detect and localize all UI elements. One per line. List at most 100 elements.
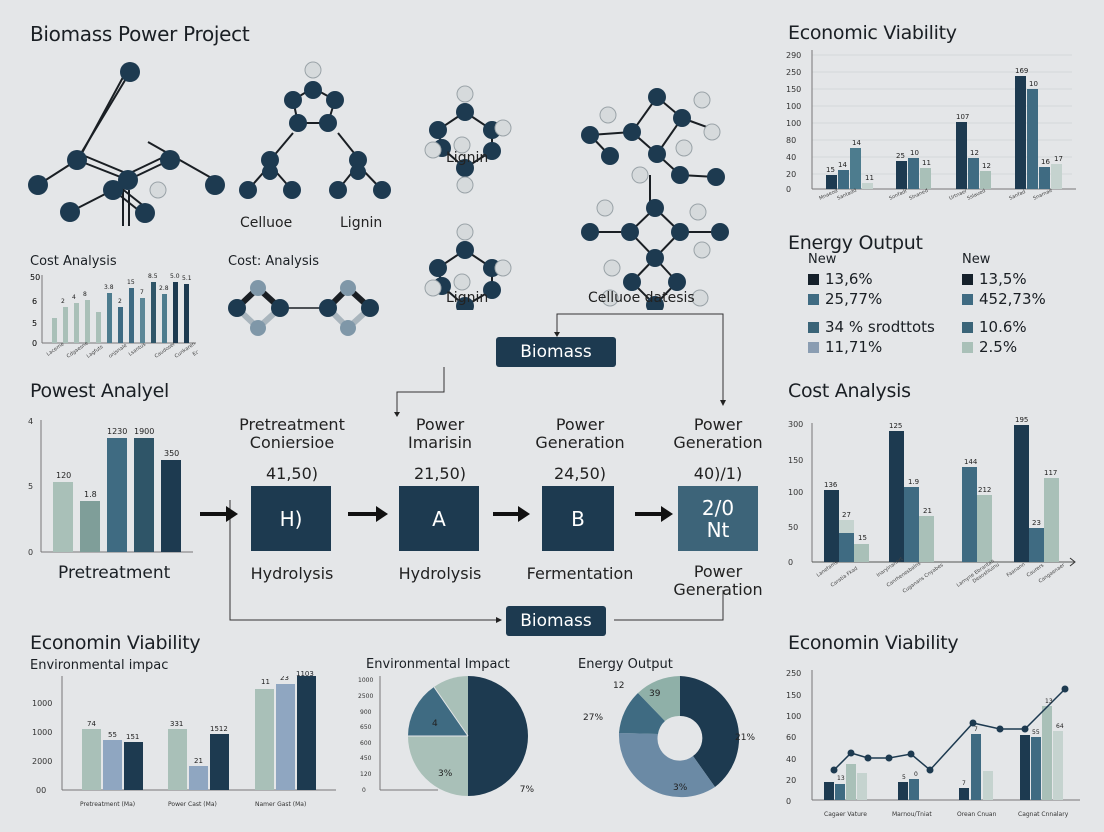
svg-text:Urtnaer: Urtnaer: [948, 188, 969, 200]
flow-connectors: [200, 313, 726, 623]
svg-text:55: 55: [108, 731, 117, 739]
svg-text:8: 8: [83, 291, 87, 298]
svg-text:117: 117: [1044, 469, 1057, 477]
svg-text:0: 0: [786, 185, 791, 194]
svg-text:14: 14: [852, 139, 861, 147]
stage-2-box[interactable]: A: [399, 486, 479, 551]
svg-text:331: 331: [170, 720, 183, 728]
svg-text:17: 17: [1054, 155, 1063, 163]
stage-2-process: Hydrolysis: [398, 564, 482, 583]
legend-item: 13,5%: [962, 269, 1102, 289]
cost-analysis-small-title: Cost Analysis: [30, 254, 117, 269]
biomass-top-node[interactable]: Biomass: [496, 337, 616, 367]
svg-text:120: 120: [56, 471, 71, 480]
svg-text:27: 27: [842, 511, 851, 519]
svg-text:151: 151: [126, 733, 139, 741]
page-title: Biomass Power Project: [30, 22, 250, 46]
svg-text:150: 150: [786, 691, 801, 700]
svg-text:12: 12: [613, 681, 624, 691]
environmental-impact-title: Environmental Impact: [366, 657, 510, 672]
svg-text:4: 4: [28, 417, 33, 426]
svg-text:300: 300: [788, 420, 803, 429]
svg-text:650: 650: [360, 724, 372, 731]
svg-text:136: 136: [824, 481, 838, 489]
legend-item: 10.6%: [962, 317, 1102, 337]
stage-3-box[interactable]: B: [542, 486, 614, 551]
svg-text:0: 0: [32, 339, 37, 348]
bar-label-1103: 1103: [296, 670, 314, 678]
svg-text:5: 5: [28, 482, 33, 491]
svg-text:7: 7: [974, 726, 978, 733]
stage-1-value: 41,50): [265, 464, 319, 483]
svg-text:350: 350: [164, 449, 179, 458]
powest-analyel-title: Powest Analyel: [30, 380, 169, 402]
svg-text:11: 11: [922, 159, 931, 167]
svg-text:0: 0: [788, 558, 793, 567]
svg-text:00: 00: [36, 786, 46, 795]
environmental-impact-pie: 1000 2500 900 650 600 450 120 0 4 3% 7%: [358, 676, 534, 796]
x-label: Cagaer Vature: [824, 811, 867, 818]
legend-header: New: [808, 252, 837, 267]
cost-analysis-chart: 300 150 100 50 0 136 27 15 125 1.9 21 144 212 195…: [788, 416, 1076, 595]
svg-text:900: 900: [360, 709, 372, 716]
svg-text:2: 2: [118, 298, 122, 305]
svg-text:Slnaned: Slnaned: [908, 188, 929, 200]
energy-legend-column-1: New 13,6% 25,77% 34 % srodttots 11,71%: [808, 252, 948, 357]
svg-text:60: 60: [786, 733, 796, 742]
svg-text:3%: 3%: [438, 769, 453, 779]
stage-4-value: 40)/1): [693, 464, 743, 483]
stage-4-box[interactable]: 2/0 Nt: [678, 486, 758, 551]
molecule-illustrations: [28, 61, 729, 310]
energy-output-donut-title: Energy Output: [578, 657, 673, 672]
svg-text:64: 64: [1056, 723, 1064, 730]
svg-text:Caratia Fkad: Caratia Fkad: [830, 566, 859, 589]
economin-viability-right-title: Economin Viability: [788, 632, 959, 654]
svg-text:2000: 2000: [32, 757, 52, 766]
svg-text:16: 16: [1041, 158, 1050, 166]
stage-1-box[interactable]: H): [251, 486, 331, 551]
svg-text:20: 20: [786, 776, 796, 785]
svg-text:5: 5: [902, 774, 906, 781]
svg-text:3.8: 3.8: [104, 284, 114, 291]
svg-text:150: 150: [788, 456, 803, 465]
svg-text:4: 4: [432, 719, 438, 729]
svg-text:250: 250: [786, 669, 801, 678]
svg-text:12: 12: [970, 149, 979, 157]
svg-text:Faanann: Faanann: [1006, 562, 1027, 579]
svg-text:107: 107: [956, 113, 969, 121]
svg-text:40: 40: [786, 755, 796, 764]
svg-text:74: 74: [87, 720, 96, 728]
svg-text:125: 125: [889, 422, 902, 430]
molecule-label-cellulose-datesis: Celluoe datesis: [588, 290, 695, 306]
svg-text:5: 5: [32, 319, 37, 328]
svg-text:1.9: 1.9: [908, 478, 919, 486]
svg-text:600: 600: [360, 740, 372, 747]
svg-text:Snamae: Snamae: [1032, 188, 1053, 200]
svg-text:100: 100: [786, 119, 801, 128]
svg-text:10: 10: [1029, 80, 1038, 88]
svg-text:onjsnale: onjsnale: [108, 343, 129, 360]
svg-text:1512: 1512: [210, 725, 228, 733]
x-label: Pretreatment (Ma): [80, 801, 135, 808]
svg-text:39: 39: [649, 689, 661, 699]
svg-text:1230: 1230: [107, 427, 127, 436]
svg-text:1000: 1000: [32, 728, 52, 737]
energy-output-title: Energy Output: [788, 232, 923, 254]
svg-text:144: 144: [964, 458, 978, 466]
svg-text:1000: 1000: [32, 699, 52, 708]
legend-header: New: [962, 252, 991, 267]
stage-3-process: Fermentation: [526, 564, 634, 583]
svg-text:40: 40: [786, 153, 796, 162]
svg-text:100: 100: [786, 102, 801, 111]
legend-swatch: [808, 341, 819, 353]
legend-swatch: [808, 293, 819, 305]
energy-output-donut: 12 39 27% 21% 3%: [583, 676, 755, 798]
svg-text:10: 10: [910, 149, 919, 157]
biomass-bottom-node[interactable]: Biomass: [506, 606, 606, 636]
svg-text:Lacerne: Lacerne: [46, 341, 66, 357]
svg-text:2.8: 2.8: [159, 285, 169, 292]
svg-text:20: 20: [786, 170, 796, 179]
stage-1-label: Pretreatment Coniersioe: [239, 415, 345, 452]
square-molecule-icon: [228, 280, 379, 336]
